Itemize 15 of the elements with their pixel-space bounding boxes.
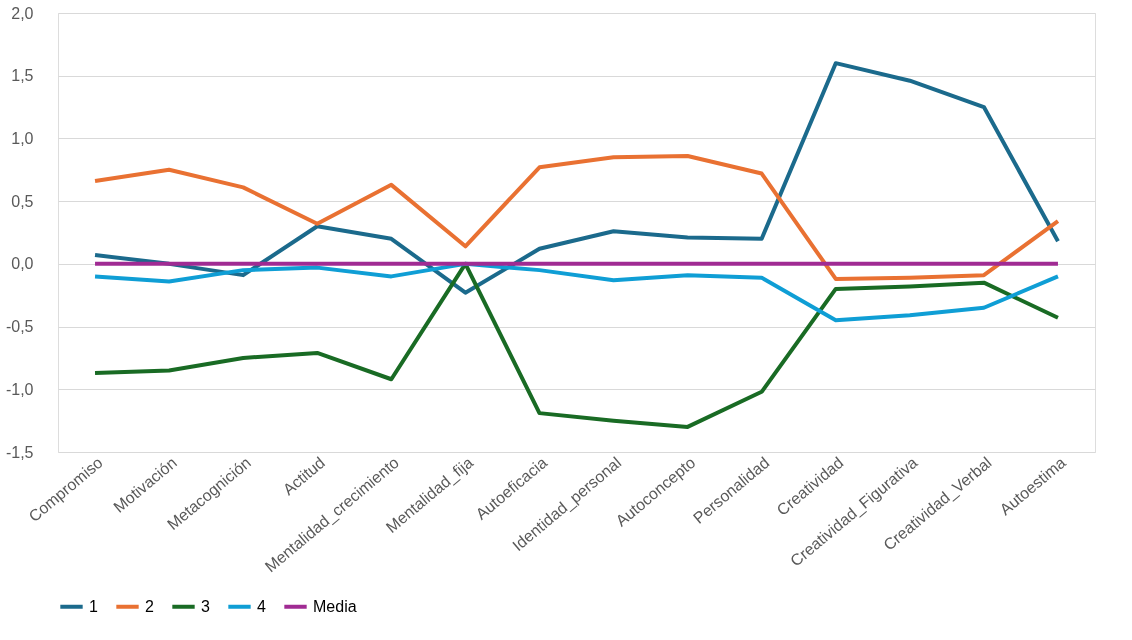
y-tick-label: -1,0 <box>5 380 34 398</box>
y-tick-label: 2,0 <box>11 4 34 22</box>
legend-label: 4 <box>257 597 266 615</box>
y-tick-label: -1,5 <box>5 443 34 461</box>
legend-label: Media <box>313 597 357 615</box>
y-tick-label: 1,5 <box>11 67 34 85</box>
legend-label: 1 <box>89 597 98 615</box>
legend-label: 3 <box>201 597 210 615</box>
y-tick-label: 0,0 <box>11 255 34 273</box>
line-series <box>93 61 1060 295</box>
legend-label: 2 <box>145 597 154 615</box>
y-tick-label: 0,5 <box>11 192 34 210</box>
y-tick-label: -0,5 <box>5 318 34 336</box>
line-series <box>93 153 1060 281</box>
y-tick-label: 1,0 <box>11 129 34 147</box>
